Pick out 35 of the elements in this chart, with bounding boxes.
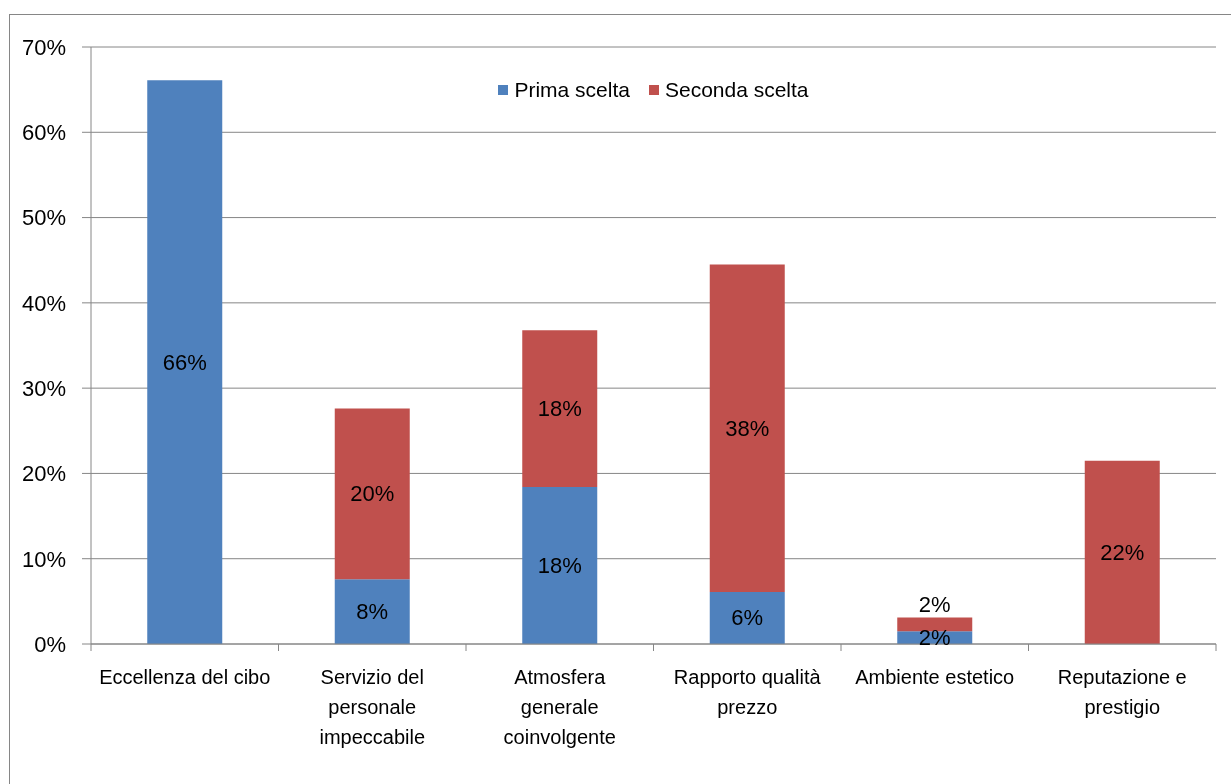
bar: [709, 591, 785, 644]
y-tick-label: 50%: [21, 205, 66, 231]
x-tick-label: Atmosfera generale coinvolgente: [503, 666, 616, 748]
y-tick-label: 30%: [21, 375, 66, 401]
data-label: 8%: [356, 599, 389, 625]
bar: [147, 80, 223, 644]
data-label: 18%: [537, 553, 582, 579]
data-label: 2%: [918, 591, 951, 617]
data-label: 6%: [731, 605, 764, 631]
bar: [334, 579, 410, 644]
y-tick-label: 0%: [34, 631, 66, 657]
x-tick-label: Ambiente estetico: [855, 666, 1015, 688]
data-label: 22%: [1100, 539, 1145, 565]
y-tick-label: 70%: [21, 34, 66, 60]
bar: [709, 264, 785, 592]
y-tick-label: 40%: [21, 290, 66, 316]
data-label: 18%: [537, 396, 582, 422]
legend-label: Prima scelta: [514, 78, 630, 102]
x-tick-label: Servizio del personale impeccabile: [319, 666, 426, 748]
bar: [897, 617, 973, 632]
y-tick-label: 10%: [21, 546, 66, 572]
x-tick-label: Eccellenza del cibo: [99, 666, 271, 688]
y-tick-label: 60%: [21, 120, 66, 146]
bar: [522, 330, 598, 488]
bar: [1084, 460, 1160, 644]
bar: [334, 408, 410, 580]
x-tick-label: Reputazione e prestigio: [1057, 666, 1187, 718]
legend-label: Seconda scelta: [664, 78, 809, 102]
data-label: 2%: [918, 625, 951, 651]
y-tick-label: 20%: [21, 461, 66, 487]
bar: [522, 487, 598, 644]
data-label: 20%: [350, 481, 395, 507]
data-label: 66%: [162, 349, 207, 375]
x-tick-label: Rapporto qualità prezzo: [673, 666, 822, 718]
data-label: 38%: [725, 415, 770, 441]
